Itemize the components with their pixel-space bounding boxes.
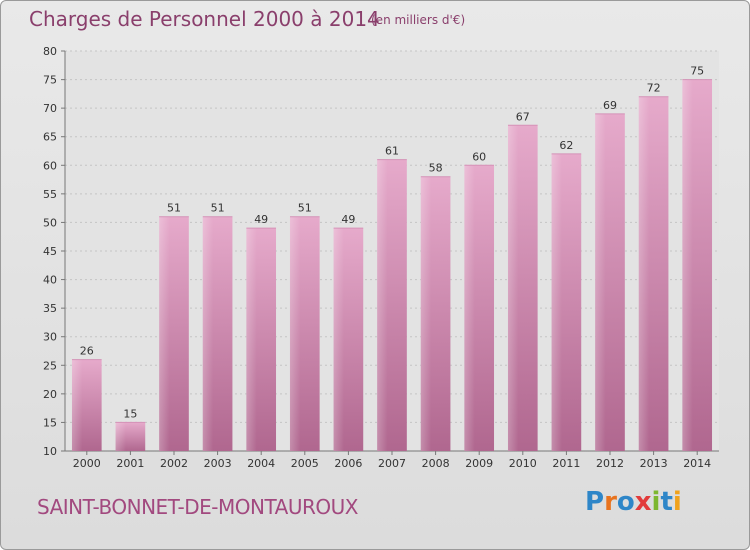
bar-highlight [289,216,301,451]
bar-highlight [377,159,388,452]
logo-letter: i [672,487,682,517]
x-tick-label-2006: 2006 [334,457,362,470]
chart-subtitle: (en milliers d'€) [371,13,466,27]
logo-letter: t [660,487,673,517]
y-tick-label: 20 [43,388,57,401]
labels: 26 2000 15 2001 51 2002 51 2003 49 2004 51 2005 49 20… [73,65,711,470]
value-label-2007: 61 [385,145,399,158]
x-tick-label-2012: 2012 [596,457,624,470]
x-tick-label-2008: 2008 [422,457,450,470]
y-tick-label: 40 [43,274,57,287]
y-tick-label: 45 [43,245,57,258]
bars [71,79,713,452]
value-label-2014: 75 [690,65,704,78]
bar-highlight [551,153,562,451]
y-tick-label: 55 [43,188,57,201]
bar-highlight [159,216,170,451]
logo-letter: r [604,487,617,517]
x-tick-label-2005: 2005 [291,457,319,470]
logo-letter: x [634,487,652,517]
value-label-2011: 62 [559,139,573,152]
y-tick-label: 65 [43,131,57,144]
x-tick-label-2007: 2007 [378,457,406,470]
y-tick-label: 30 [43,331,57,344]
x-tick-label-2009: 2009 [465,457,493,470]
commune-name: SAINT-BONNET-DE-MONTAUROUX [37,495,358,519]
value-label-2001: 15 [123,407,137,420]
y-tick-label: 50 [43,216,57,229]
logo-letter: o [616,487,635,517]
y-tick-label: 70 [43,102,57,115]
x-tick-label-2014: 2014 [683,457,711,470]
bar-highlight [71,359,83,451]
value-label-2012: 69 [603,99,617,112]
x-tick-label-2004: 2004 [247,457,275,470]
bar-highlight [464,165,475,452]
y-tick-label: 10 [43,445,57,458]
value-label-2008: 58 [429,162,443,175]
bar-highlight [595,113,606,451]
value-label-2003: 51 [211,202,225,215]
y-tick-label: 35 [43,302,57,315]
x-tick-label-2010: 2010 [509,457,537,470]
bar-highlight [246,228,257,451]
bar-highlight [115,422,126,451]
value-label-2013: 72 [647,82,661,95]
value-label-2010: 67 [516,110,530,123]
value-label-2006: 49 [341,213,355,226]
x-tick-label-2001: 2001 [116,457,144,470]
x-tick-label-2000: 2000 [73,457,101,470]
value-label-2009: 60 [472,150,486,163]
value-label-2004: 49 [254,213,268,226]
value-label-2005: 51 [298,202,312,215]
y-tick-label: 25 [43,359,57,372]
y-tick-label: 80 [43,45,57,58]
y-tick-label: 60 [43,159,57,172]
value-label-2002: 51 [167,202,181,215]
y-tick-label: 75 [43,74,57,87]
logo-letter: i [651,487,661,517]
x-tick-label-2013: 2013 [640,457,668,470]
x-tick-label-2002: 2002 [160,457,188,470]
bar-highlight [682,79,693,452]
bar-highlight [202,216,214,451]
value-label-2000: 26 [80,345,94,358]
bar-highlight [507,125,519,452]
x-tick-label-2003: 2003 [204,457,232,470]
chart-title: Charges de Personnel 2000 à 2014 [29,7,380,31]
logo-letter: P [585,487,605,517]
bar-highlight [420,176,432,451]
proxiti-logo[interactable]: Proxiti [585,487,682,517]
x-tick-label-2011: 2011 [552,457,580,470]
bar-highlight [333,228,344,451]
bar-highlight [638,96,650,451]
y-tick-label: 15 [43,416,57,429]
